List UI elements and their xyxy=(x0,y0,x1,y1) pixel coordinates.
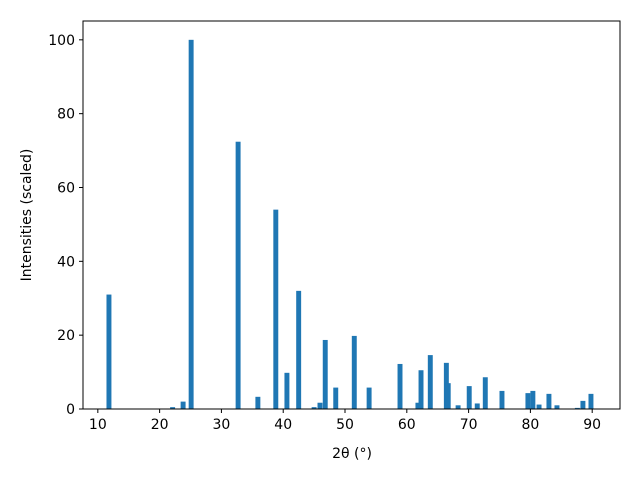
x-tick-label: 20 xyxy=(151,417,169,433)
bar xyxy=(574,407,580,409)
bar xyxy=(536,404,542,409)
y-tick-label: 60 xyxy=(57,180,75,196)
bar xyxy=(415,402,421,409)
bar xyxy=(366,387,372,409)
bar xyxy=(351,335,357,409)
bar xyxy=(445,383,451,409)
x-axis-label: 2θ (°) xyxy=(332,446,372,462)
bar xyxy=(180,401,186,409)
bar xyxy=(273,209,279,409)
bar xyxy=(580,400,586,409)
x-tick-label: 90 xyxy=(583,417,601,433)
bar xyxy=(296,290,302,409)
bar xyxy=(255,396,261,409)
y-tick-label: 40 xyxy=(57,254,75,270)
bar xyxy=(474,403,480,409)
plot-frame xyxy=(82,20,621,410)
bar xyxy=(170,407,176,409)
bar xyxy=(482,377,488,409)
bar xyxy=(317,402,323,409)
bar xyxy=(530,390,536,409)
bar xyxy=(499,390,505,409)
y-tick-label: 20 xyxy=(57,328,75,344)
x-tick-label: 40 xyxy=(274,417,292,433)
y-axis-label: Intensities (scaled) xyxy=(19,149,35,282)
bar xyxy=(397,363,403,409)
bar xyxy=(546,393,552,409)
bar xyxy=(466,386,472,409)
x-tick-label: 50 xyxy=(336,417,354,433)
y-tick-label: 100 xyxy=(48,33,75,49)
bar xyxy=(284,372,290,409)
bar xyxy=(418,370,424,409)
y-tick-label: 0 xyxy=(66,402,75,418)
x-tick-label: 70 xyxy=(460,417,478,433)
x-tick-label: 80 xyxy=(521,417,539,433)
x-tick-label: 10 xyxy=(89,417,107,433)
x-tick-label: 60 xyxy=(398,417,416,433)
x-tick-label: 30 xyxy=(213,417,231,433)
bar xyxy=(525,393,531,409)
bar xyxy=(588,393,594,409)
bar xyxy=(554,405,560,409)
bar xyxy=(322,339,328,409)
bar xyxy=(311,407,317,409)
bar xyxy=(235,141,241,410)
bar xyxy=(455,405,461,409)
bar xyxy=(106,294,112,409)
y-tick-label: 80 xyxy=(57,107,75,123)
bar xyxy=(333,387,339,409)
bar xyxy=(427,355,433,409)
bar xyxy=(188,39,194,409)
